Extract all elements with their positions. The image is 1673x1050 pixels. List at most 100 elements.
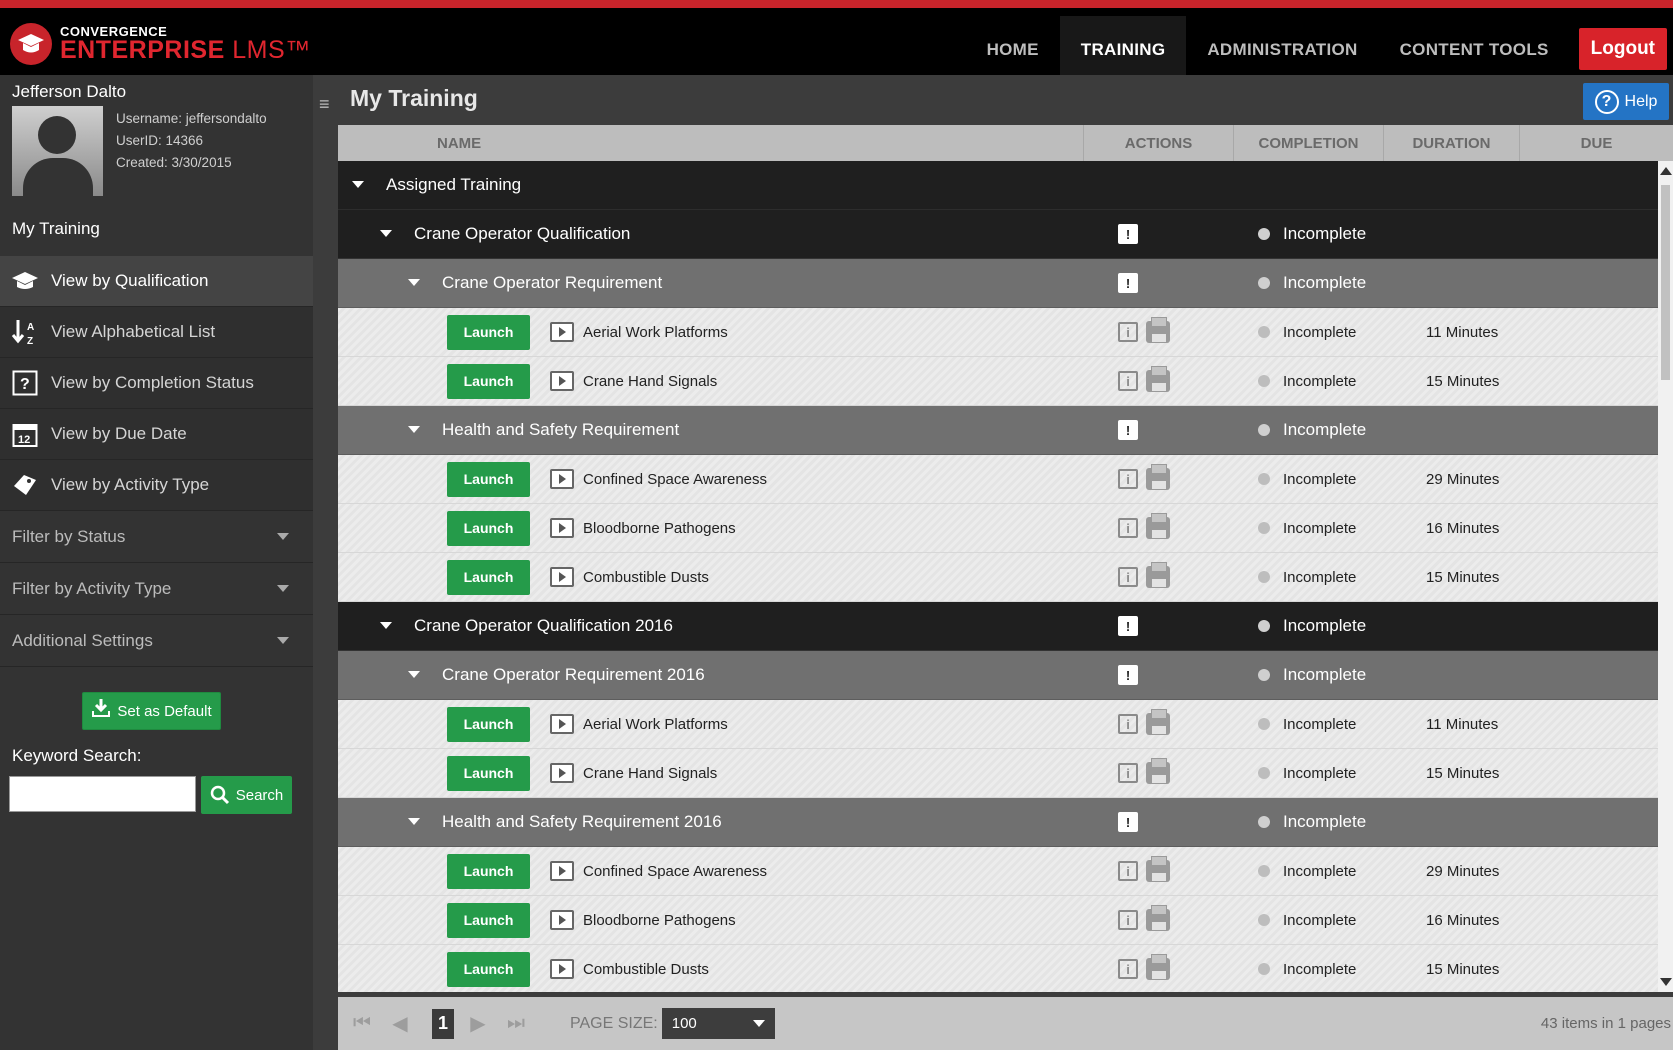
scroll-up-icon[interactable] xyxy=(1660,167,1672,175)
completion-cell: Incomplete xyxy=(1258,406,1366,454)
current-page-button[interactable]: 1 xyxy=(432,1008,454,1039)
print-icon[interactable] xyxy=(1146,905,1170,931)
column-header-completion[interactable]: COMPLETION xyxy=(1234,125,1384,161)
print-icon[interactable] xyxy=(1146,758,1170,784)
item-name[interactable]: Crane Hand Signals xyxy=(583,372,718,390)
qualification-row[interactable]: Crane Operator Qualification! Incomplete xyxy=(338,210,1658,259)
info-icon[interactable]: i xyxy=(1118,959,1138,979)
print-icon[interactable] xyxy=(1146,562,1170,588)
hamburger-icon[interactable]: ≡ xyxy=(319,94,330,114)
info-icon[interactable]: i xyxy=(1118,322,1138,342)
print-icon[interactable] xyxy=(1146,464,1170,490)
requirement-row[interactable]: Health and Safety Requirement 2016! Incom… xyxy=(338,798,1658,847)
my-training-link[interactable]: My Training xyxy=(12,219,100,238)
item-name[interactable]: Confined Space Awareness xyxy=(583,862,768,880)
last-page-icon[interactable]: ⏭ xyxy=(507,1012,525,1034)
launch-button[interactable]: Launch xyxy=(447,902,530,938)
print-icon[interactable] xyxy=(1146,317,1170,343)
status-dot-icon xyxy=(1258,620,1270,632)
first-page-icon[interactable]: ⏮ xyxy=(353,1012,371,1034)
item-name[interactable]: Bloodborne Pathogens xyxy=(583,911,736,929)
requirement-row[interactable]: Crane Operator Requirement 2016! Incomple… xyxy=(338,651,1658,700)
video-icon xyxy=(550,714,574,734)
group-row-root[interactable]: Assigned Training xyxy=(338,161,1658,210)
expand-toggle-icon[interactable] xyxy=(352,181,364,188)
sidebar-item-view-by-qualification[interactable]: View by Qualification xyxy=(0,256,313,307)
sidebar-item-view-by-due-date[interactable]: 12 View by Due Date xyxy=(0,409,313,460)
print-icon[interactable] xyxy=(1146,513,1170,539)
expand-toggle-icon[interactable] xyxy=(408,671,420,678)
brand-logo[interactable]: CONVERGENCE ENTERPRISE LMS™ xyxy=(10,22,311,66)
launch-button[interactable]: Launch xyxy=(447,853,530,889)
launch-button[interactable]: Launch xyxy=(447,314,530,350)
requirement-row[interactable]: Health and Safety Requirement! Incomplete xyxy=(338,406,1658,455)
nav-training[interactable]: TRAINING xyxy=(1059,16,1187,83)
info-icon[interactable]: ! xyxy=(1118,420,1138,440)
expand-toggle-icon[interactable] xyxy=(380,230,392,237)
filter-by-status[interactable]: Filter by Status xyxy=(0,511,313,563)
info-icon[interactable]: ! xyxy=(1118,812,1138,832)
info-icon[interactable]: i xyxy=(1118,763,1138,783)
launch-button[interactable]: Launch xyxy=(447,510,530,546)
info-icon[interactable]: i xyxy=(1118,714,1138,734)
info-icon[interactable]: i xyxy=(1118,371,1138,391)
help-button[interactable]: ? Help xyxy=(1583,83,1669,120)
item-name[interactable]: Aerial Work Platforms xyxy=(583,715,728,733)
set-as-default-button[interactable]: Set as Default xyxy=(82,692,221,730)
sidebar-item-view-by-completion[interactable]: ? View by Completion Status xyxy=(0,358,313,409)
print-icon[interactable] xyxy=(1146,954,1170,980)
item-name[interactable]: Combustible Dusts xyxy=(583,960,709,978)
logout-button[interactable]: Logout xyxy=(1578,28,1667,70)
scroll-down-icon[interactable] xyxy=(1660,978,1672,986)
video-icon xyxy=(550,469,574,489)
info-icon[interactable]: ! xyxy=(1118,224,1138,244)
launch-button[interactable]: Launch xyxy=(447,706,530,742)
scroll-thumb[interactable] xyxy=(1661,185,1670,380)
requirement-row[interactable]: Crane Operator Requirement! Incomplete xyxy=(338,259,1658,308)
info-icon[interactable]: ! xyxy=(1118,665,1138,685)
nav-administration[interactable]: ADMINISTRATION xyxy=(1207,39,1358,59)
expand-toggle-icon[interactable] xyxy=(408,279,420,286)
print-icon[interactable] xyxy=(1146,856,1170,882)
column-header-actions[interactable]: ACTIONS xyxy=(1084,125,1234,161)
qualification-row[interactable]: Crane Operator Qualification 2016! Incomp… xyxy=(338,602,1658,651)
info-icon[interactable]: ! xyxy=(1118,616,1138,636)
column-header-name[interactable]: NAME xyxy=(338,125,1084,161)
sidebar-item-view-by-activity-type[interactable]: View by Activity Type xyxy=(0,460,313,511)
page-size-select[interactable]: 100 xyxy=(661,1008,775,1039)
search-button[interactable]: Search xyxy=(201,776,292,814)
info-icon[interactable]: i xyxy=(1118,861,1138,881)
nav-content-tools[interactable]: CONTENT TOOLS xyxy=(1399,39,1549,59)
next-page-icon[interactable]: ▶ xyxy=(470,1013,486,1035)
print-icon[interactable] xyxy=(1146,709,1170,735)
expand-toggle-icon[interactable] xyxy=(408,818,420,825)
prev-page-icon[interactable]: ◀ xyxy=(392,1013,408,1035)
launch-button[interactable]: Launch xyxy=(447,951,530,987)
item-name[interactable]: Confined Space Awareness xyxy=(583,470,768,488)
info-icon[interactable]: i xyxy=(1118,518,1138,538)
item-name[interactable]: Combustible Dusts xyxy=(583,568,709,586)
print-icon[interactable] xyxy=(1146,366,1170,392)
nav-home[interactable]: HOME xyxy=(986,39,1039,59)
launch-button[interactable]: Launch xyxy=(447,363,530,399)
column-header-duration[interactable]: DURATION xyxy=(1384,125,1520,161)
additional-settings[interactable]: Additional Settings xyxy=(0,615,313,667)
launch-button[interactable]: Launch xyxy=(447,755,530,791)
filter-by-activity-type[interactable]: Filter by Activity Type xyxy=(0,563,313,615)
info-icon[interactable]: i xyxy=(1118,910,1138,930)
expand-toggle-icon[interactable] xyxy=(380,622,392,629)
info-icon[interactable]: i xyxy=(1118,469,1138,489)
info-icon[interactable]: ! xyxy=(1118,273,1138,293)
item-name[interactable]: Aerial Work Platforms xyxy=(583,323,728,341)
vertical-scrollbar[interactable] xyxy=(1658,161,1673,992)
column-header-due[interactable]: DUE xyxy=(1580,134,1613,152)
item-name[interactable]: Bloodborne Pathogens xyxy=(583,519,736,537)
expand-toggle-icon[interactable] xyxy=(408,426,420,433)
item-name[interactable]: Crane Hand Signals xyxy=(583,764,718,782)
keyword-search-input[interactable] xyxy=(9,776,196,812)
info-icon[interactable]: i xyxy=(1118,567,1138,587)
launch-button[interactable]: Launch xyxy=(447,461,530,497)
launch-button[interactable]: Launch xyxy=(447,559,530,595)
